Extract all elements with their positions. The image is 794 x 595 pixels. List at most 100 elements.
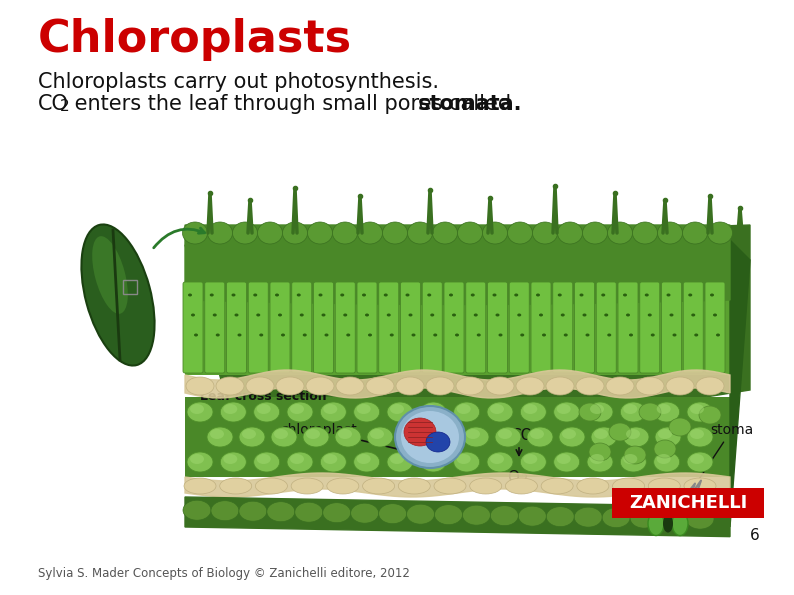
Ellipse shape — [223, 454, 237, 464]
Ellipse shape — [341, 293, 345, 296]
Ellipse shape — [357, 222, 383, 244]
Ellipse shape — [520, 334, 524, 337]
Ellipse shape — [390, 404, 404, 414]
FancyBboxPatch shape — [270, 282, 290, 373]
Ellipse shape — [453, 402, 480, 422]
Ellipse shape — [690, 429, 704, 439]
Ellipse shape — [520, 452, 546, 472]
Ellipse shape — [476, 334, 480, 337]
Ellipse shape — [694, 334, 698, 337]
Ellipse shape — [527, 427, 553, 447]
Ellipse shape — [707, 222, 733, 244]
Ellipse shape — [645, 293, 649, 296]
FancyBboxPatch shape — [596, 282, 616, 373]
Ellipse shape — [290, 454, 304, 464]
Ellipse shape — [542, 334, 546, 337]
Ellipse shape — [486, 377, 514, 395]
Ellipse shape — [246, 377, 274, 395]
Ellipse shape — [357, 404, 371, 414]
FancyBboxPatch shape — [357, 282, 377, 373]
Ellipse shape — [587, 402, 613, 422]
Ellipse shape — [462, 505, 491, 525]
Ellipse shape — [300, 314, 304, 317]
Ellipse shape — [495, 314, 499, 317]
Ellipse shape — [604, 314, 608, 317]
Ellipse shape — [242, 429, 256, 439]
Ellipse shape — [407, 504, 434, 524]
Ellipse shape — [498, 429, 512, 439]
Ellipse shape — [407, 222, 433, 244]
Ellipse shape — [239, 427, 265, 447]
FancyBboxPatch shape — [444, 282, 464, 373]
Ellipse shape — [651, 334, 655, 337]
Ellipse shape — [609, 423, 631, 441]
Ellipse shape — [687, 427, 713, 447]
Ellipse shape — [210, 293, 214, 296]
Ellipse shape — [523, 454, 538, 464]
Ellipse shape — [92, 236, 128, 314]
Ellipse shape — [576, 377, 604, 395]
Ellipse shape — [336, 377, 364, 395]
Ellipse shape — [281, 334, 285, 337]
FancyBboxPatch shape — [612, 488, 764, 518]
Ellipse shape — [666, 377, 694, 395]
Ellipse shape — [183, 222, 207, 244]
Ellipse shape — [411, 334, 415, 337]
Text: CO: CO — [510, 427, 533, 443]
Text: Leaf cross section: Leaf cross section — [200, 390, 326, 403]
Ellipse shape — [399, 478, 430, 494]
Ellipse shape — [653, 452, 680, 472]
Ellipse shape — [404, 418, 436, 446]
Ellipse shape — [276, 377, 304, 395]
Ellipse shape — [692, 314, 696, 317]
Ellipse shape — [624, 446, 646, 464]
Ellipse shape — [82, 224, 155, 365]
Polygon shape — [185, 473, 730, 497]
Ellipse shape — [291, 478, 323, 494]
Ellipse shape — [213, 314, 217, 317]
Ellipse shape — [466, 429, 480, 439]
Polygon shape — [185, 497, 730, 537]
Ellipse shape — [233, 222, 257, 244]
Ellipse shape — [626, 429, 640, 439]
Polygon shape — [730, 240, 750, 527]
Ellipse shape — [357, 454, 371, 464]
Polygon shape — [185, 370, 730, 398]
Ellipse shape — [401, 411, 459, 463]
FancyBboxPatch shape — [400, 282, 421, 373]
FancyBboxPatch shape — [379, 282, 399, 373]
Ellipse shape — [353, 452, 380, 472]
Ellipse shape — [191, 314, 195, 317]
Ellipse shape — [427, 293, 431, 296]
Bar — [123, 280, 137, 294]
Ellipse shape — [370, 429, 384, 439]
Ellipse shape — [267, 502, 295, 522]
Ellipse shape — [351, 503, 379, 523]
Ellipse shape — [387, 452, 413, 472]
Ellipse shape — [278, 314, 282, 317]
Ellipse shape — [323, 404, 337, 414]
Ellipse shape — [390, 334, 394, 337]
Ellipse shape — [574, 507, 602, 527]
Ellipse shape — [542, 478, 573, 494]
Ellipse shape — [320, 452, 346, 472]
Ellipse shape — [613, 478, 645, 494]
Ellipse shape — [710, 293, 714, 296]
Text: ZANICHELLI: ZANICHELLI — [629, 494, 747, 512]
FancyBboxPatch shape — [705, 282, 725, 373]
Ellipse shape — [530, 429, 544, 439]
Ellipse shape — [256, 314, 260, 317]
Ellipse shape — [639, 403, 661, 421]
Ellipse shape — [620, 402, 646, 422]
Ellipse shape — [623, 404, 638, 414]
Ellipse shape — [518, 506, 546, 526]
Ellipse shape — [602, 508, 630, 528]
Ellipse shape — [557, 222, 583, 244]
Text: 2: 2 — [60, 99, 70, 114]
Ellipse shape — [426, 432, 450, 452]
Ellipse shape — [452, 314, 456, 317]
Ellipse shape — [623, 293, 627, 296]
Ellipse shape — [687, 402, 713, 422]
Ellipse shape — [239, 501, 267, 521]
Ellipse shape — [297, 293, 301, 296]
